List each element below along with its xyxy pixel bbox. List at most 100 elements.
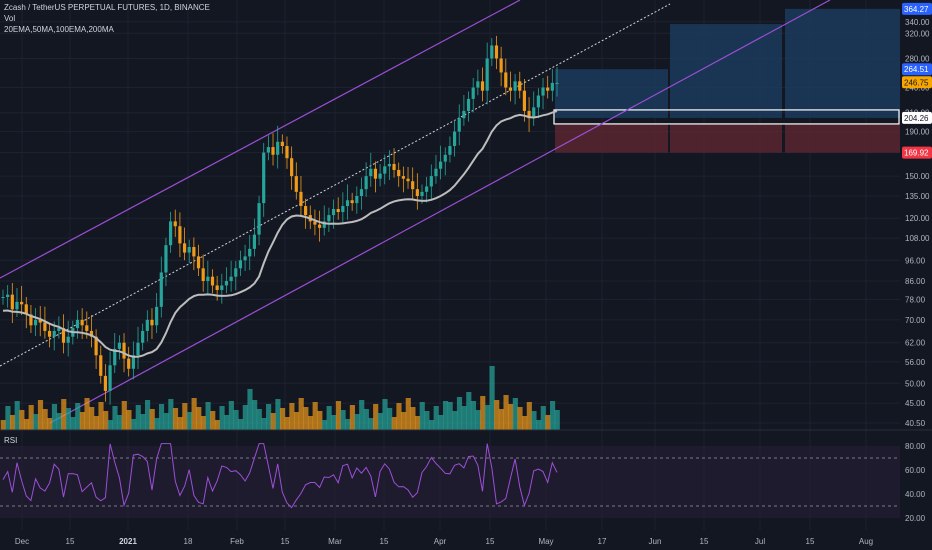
candle-body — [145, 319, 149, 331]
candle-body — [15, 301, 19, 310]
candle-body — [271, 147, 275, 155]
candle-body — [541, 87, 545, 96]
price-tick-label: 86.00 — [905, 277, 926, 286]
candle-body — [280, 141, 284, 147]
volume-bar — [107, 420, 113, 430]
candle-body — [127, 358, 131, 369]
volume-bar — [307, 416, 314, 430]
volume-bar — [293, 412, 300, 430]
volume-bar — [112, 406, 118, 430]
rsi-pane — [0, 443, 900, 509]
candle-body — [425, 186, 429, 192]
candle-body — [103, 375, 108, 391]
candle-body — [164, 245, 168, 273]
volume-bar — [210, 411, 216, 430]
price-tick-label: 45.00 — [905, 399, 926, 408]
volume-bar — [391, 417, 397, 430]
volume-bar — [154, 418, 160, 430]
candle-body — [66, 336, 70, 343]
volume-bar — [540, 406, 546, 430]
time-tick-label: 15 — [806, 537, 815, 546]
candle-body — [24, 304, 28, 315]
candle-body — [75, 319, 80, 329]
volume-bar — [135, 405, 141, 430]
candle-body — [243, 256, 247, 261]
volume-bar — [442, 401, 449, 430]
volume-bar — [280, 408, 286, 430]
volume-bar — [415, 416, 421, 430]
time-tick-label: Dec — [15, 537, 29, 546]
volume-bar — [373, 404, 379, 430]
volume-bar — [317, 411, 323, 430]
candle-body — [206, 276, 210, 282]
price-tag-box — [902, 111, 932, 124]
profit-zone — [555, 69, 668, 118]
volume-bar — [37, 400, 44, 430]
price-tag-box — [902, 63, 932, 76]
volume-bar — [252, 400, 258, 430]
volume-bar — [545, 415, 551, 430]
candle-body — [317, 224, 322, 228]
candle-body — [168, 221, 173, 246]
candle-body — [364, 176, 368, 190]
candle-body — [43, 322, 47, 331]
volume-bar — [359, 400, 365, 430]
time-tick-label: May — [538, 537, 553, 546]
volume-bar — [405, 398, 411, 430]
position-zones — [553, 8, 900, 153]
candle-body — [266, 147, 270, 153]
volume-bar — [224, 415, 230, 430]
volume-bar — [205, 402, 211, 430]
candle-body — [304, 206, 308, 216]
volume-bar — [196, 407, 202, 430]
candle-body — [113, 348, 117, 366]
channel — [0, 0, 831, 424]
candle-body — [29, 314, 33, 326]
volume-bar — [554, 410, 560, 430]
volume-bar — [75, 403, 81, 430]
candle-body — [215, 285, 219, 291]
candle-body — [122, 342, 126, 359]
volume-bar — [489, 366, 495, 430]
volume-bar — [438, 415, 444, 430]
channel-mid-line — [0, 3, 671, 367]
volume-bar — [349, 405, 355, 430]
volume-bar — [266, 404, 272, 430]
volume-bar — [517, 407, 523, 430]
volume-bar — [452, 411, 458, 430]
channel-upper-line — [0, 0, 521, 279]
time-tick-label: Jul — [755, 537, 765, 546]
price-tag-label: 204.26 — [904, 114, 929, 123]
price-tick-label: 62.00 — [905, 339, 926, 348]
volume-bar — [275, 399, 281, 430]
volume-bar — [131, 419, 137, 430]
profit-zone — [670, 24, 782, 118]
price-tick-label: 150.00 — [905, 172, 930, 181]
candle-body — [136, 342, 140, 356]
candle-body — [336, 209, 340, 213]
candle-body — [47, 330, 52, 337]
candle-body — [415, 189, 419, 197]
candle-body — [522, 90, 527, 111]
volume-bar — [126, 410, 132, 430]
entry-box — [553, 109, 900, 125]
candle-body — [57, 328, 61, 331]
volume-bar — [470, 401, 477, 430]
volume-bar — [191, 398, 197, 430]
volume-bar — [47, 418, 53, 430]
candle-body — [392, 163, 396, 170]
candle-body — [508, 87, 513, 91]
time-tick-label: 15 — [380, 537, 389, 546]
candle-body — [257, 203, 261, 235]
candle-body — [248, 248, 252, 257]
volume-bar — [526, 402, 532, 430]
volume-bar — [149, 409, 155, 430]
candle-body — [94, 336, 98, 356]
candle-body — [429, 176, 433, 187]
candle-body — [466, 98, 471, 111]
candle-body — [345, 200, 350, 207]
volume-bar — [508, 404, 514, 430]
volume-bar — [177, 417, 183, 430]
volume-bar — [70, 417, 76, 430]
